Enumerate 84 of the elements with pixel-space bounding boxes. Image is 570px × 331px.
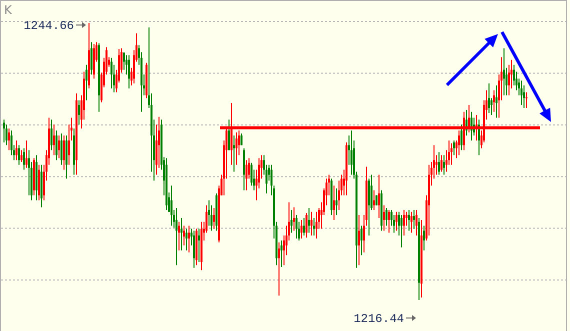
candlestick xyxy=(293,206,295,232)
candlestick xyxy=(228,119,230,151)
candlestick xyxy=(440,154,442,172)
candlestick xyxy=(180,218,182,251)
candlestick xyxy=(308,208,310,234)
candlestick xyxy=(176,208,178,266)
candlestick xyxy=(18,144,20,166)
candlestick xyxy=(413,209,415,230)
candlestick xyxy=(453,140,455,156)
candlestick xyxy=(360,225,362,256)
candlestick xyxy=(306,212,308,238)
candlestick xyxy=(408,209,410,232)
candlestick xyxy=(86,64,88,101)
candlestick xyxy=(313,218,315,236)
text: 1216.44 xyxy=(354,312,404,326)
candlestick xyxy=(26,140,28,168)
candlestick xyxy=(290,209,292,234)
candlestick xyxy=(383,204,385,232)
candlestick xyxy=(20,150,22,163)
candlestick xyxy=(350,130,352,176)
candlestick xyxy=(393,214,395,234)
candlestick xyxy=(410,211,412,234)
candlestick xyxy=(50,119,52,151)
candlestick xyxy=(23,148,25,170)
candlestick xyxy=(170,185,172,226)
candlestick xyxy=(213,208,215,230)
candlestick xyxy=(300,219,302,240)
candlestick xyxy=(488,82,490,114)
candlestick xyxy=(526,92,528,109)
candlestick xyxy=(496,84,498,118)
candlestick xyxy=(210,204,212,232)
candlestick xyxy=(316,211,318,240)
candlestick xyxy=(246,160,248,191)
candlestick xyxy=(178,221,180,251)
candlestick xyxy=(250,162,252,186)
candlestick xyxy=(63,134,65,170)
candlestick xyxy=(280,240,282,268)
candlestick xyxy=(303,218,305,236)
candlestick xyxy=(10,130,12,156)
candlestick xyxy=(233,134,235,172)
candlestick xyxy=(193,230,195,268)
candlestick xyxy=(460,124,462,151)
candlestick xyxy=(296,214,298,240)
candlestick xyxy=(3,119,5,143)
candlestick xyxy=(336,188,338,216)
candlestick xyxy=(358,214,360,266)
candlestick xyxy=(396,211,398,232)
candlestick xyxy=(110,57,112,89)
candlestick xyxy=(78,100,80,126)
candlestick xyxy=(493,90,495,112)
chart-title: K xyxy=(4,3,13,17)
candlestick xyxy=(60,133,62,166)
candlestick xyxy=(186,228,188,251)
candlestick xyxy=(183,225,185,246)
candlestick xyxy=(508,64,510,96)
candlestick xyxy=(333,185,335,220)
candlestick xyxy=(378,174,380,219)
candlestick xyxy=(438,152,440,176)
candlestick xyxy=(56,130,58,161)
candlestick xyxy=(373,190,375,210)
candlestick xyxy=(58,134,60,159)
candlestick xyxy=(403,209,405,236)
candlestick xyxy=(443,154,445,176)
candlestick xyxy=(386,208,388,226)
candlestick xyxy=(450,142,452,166)
candlestick xyxy=(236,132,238,166)
candlestick xyxy=(128,54,130,89)
candlestick xyxy=(416,209,418,236)
candlestick xyxy=(123,52,125,70)
candlestick xyxy=(310,211,312,236)
candlestick xyxy=(90,42,92,76)
candlestick xyxy=(16,140,18,161)
candlestick xyxy=(503,48,505,96)
candlestick xyxy=(423,225,425,251)
annotation: 1244.66 xyxy=(24,19,74,33)
candlestick xyxy=(8,128,10,151)
candlestick xyxy=(53,124,55,156)
candlestick xyxy=(388,209,390,234)
candlestick xyxy=(198,228,200,263)
candlestick xyxy=(400,214,402,248)
candlestick xyxy=(278,242,280,296)
candlestick xyxy=(523,84,525,109)
candlestick xyxy=(520,80,522,106)
candlestick xyxy=(188,225,190,253)
